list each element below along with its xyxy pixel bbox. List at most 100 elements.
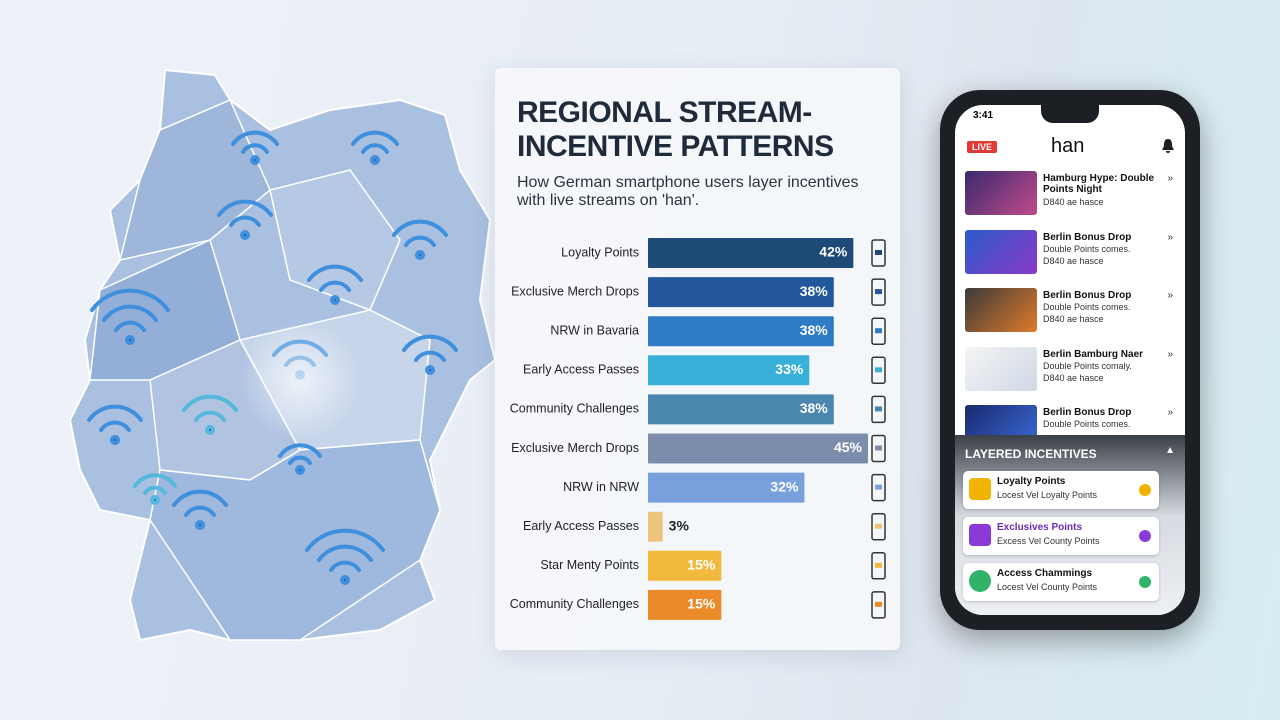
incentives-panel: LAYERED INCENTIVES ▲ Loyalty Points Loces… [955,435,1185,615]
check-icon [1139,530,1151,542]
stream-item[interactable]: Berlin Bonus Drop Double Points comes. D84… [965,288,1177,334]
status-time: 3:41 [973,110,994,121]
category-label: Exclusive Merch Drops [511,284,639,298]
collapse-icon[interactable]: ▲ [1165,445,1175,456]
incentive-detail: Excess Vel County Points [997,536,1100,546]
bar-chart: Loyalty Points 42% Exclusive Merch Drops 38… [510,238,886,620]
value-label: 3% [669,517,690,533]
stream-detail: Double Points comes. [1043,419,1131,429]
stream-title: Berlin Bonus Drop [1043,231,1132,243]
category-label: NRW in Bavaria [550,323,639,337]
bar [648,550,722,581]
stream-detail: D840 ae hasce [1043,197,1104,207]
incentive-detail: Locest Vel Loyalty Points [997,490,1098,500]
value-label: 38% [800,400,829,416]
live-badge[interactable]: LIVE [967,141,998,153]
phone-body [871,356,886,385]
phone-icon [871,434,886,463]
value-label: 42% [819,244,848,260]
category-label: Early Access Passes [523,363,639,377]
bar [648,355,810,386]
bar [648,472,805,503]
phone-body [871,552,886,580]
category-label: Community Challenges [510,402,639,416]
value-label: 32% [770,478,799,494]
incentive-icon [969,478,991,500]
phone-screen: 3:41 LIVE han Hamburg Hype: Double Point… [955,105,1185,615]
phone-icon [871,278,886,306]
stream-detail: D840 ae hasce [1043,314,1104,324]
value-label: 38% [800,283,829,299]
phone-dot [875,328,882,334]
phone-icon [871,591,886,619]
incentive-detail: Locest Vel County Points [997,582,1098,592]
category-label: NRW in NRW [563,480,639,494]
chart-card: REGIONAL STREAM-INCENTIVE PATTERNS How G… [495,68,900,650]
stream-detail: Double Points comes. [1043,302,1131,312]
phone-icon [871,473,886,502]
stream-item[interactable]: Hamburg Hype: Double Points Night D840 ae… [965,171,1177,217]
stream-detail: D840 ae hasce [1043,372,1104,383]
chevron: » [1167,173,1173,184]
phone-icon [871,552,886,580]
chart-title: REGIONAL STREAM-INCENTIVE PATTERNS [517,96,834,163]
value-label: 45% [834,439,863,455]
incentive-icon [969,570,991,592]
phone-body [871,395,886,424]
phone-dot [875,250,882,255]
category-label: Star Menty Points [540,558,639,572]
phone-dot [875,523,882,529]
check-icon [1139,576,1151,588]
stream-thumbnail [965,288,1037,332]
bar [648,316,834,347]
value-label: 33% [775,361,804,377]
incentive-title: Exclusives Points [997,522,1083,533]
chart-subtitle: How German smartphone users layer incent… [517,174,859,209]
stream-title: Berlin Bonus Drop [1043,407,1132,418]
bar [648,589,722,620]
phone-dot [875,562,882,568]
value-label: 38% [800,322,829,338]
bar [648,511,663,542]
stream-item[interactable]: Berlin Bonus Drop Double Points comes. D84… [965,229,1177,276]
stream-thumbnail [965,171,1037,215]
stream-detail: D840 ae hasce [1043,255,1104,266]
region [149,439,441,641]
phone-body [871,434,886,463]
bar [648,238,854,268]
phone-dot [875,445,882,451]
stream-item[interactable]: Berlin Bamburg Naer Double Points comaly.… [965,346,1177,393]
bar [648,433,868,464]
map [68,68,497,642]
phone-body [871,239,886,267]
app-name: han [1051,135,1085,157]
phone-body [871,473,886,502]
stream-detail: Double Points comaly. [1043,360,1132,371]
phone-icon [871,512,886,541]
category-label: Community Challenges [510,597,639,611]
incentive-card[interactable]: Exclusives Points Excess Vel County Point… [963,517,1159,555]
incentive-card[interactable]: Loyalty Points Locest Vel Loyalty Points [963,471,1159,509]
value-label: 15% [687,596,716,612]
stream-title: Berlin Bamburg Naer [1043,348,1144,360]
glow [240,320,360,440]
incentive-card[interactable]: Access Chammings Locest Vel County Points [963,563,1159,601]
phone-dot [875,406,882,412]
phone-icon [871,356,886,385]
bell-icon[interactable] [1161,138,1175,154]
phone-icon [871,239,886,267]
stream-title: Hamburg Hype: Double Points Night [1043,173,1155,195]
category-label: Early Access Passes [523,519,639,533]
phone-icon [871,395,886,424]
incentive-title: Access Chammings [997,568,1093,579]
stream-thumbnail [965,346,1037,391]
bar [648,277,834,308]
category-label: Loyalty Points [561,245,639,259]
signal-icons [87,130,458,585]
phone-icon [871,317,886,345]
phone-body [871,278,886,306]
phone-dot [875,601,882,607]
stream-thumbnail [965,229,1037,274]
chevron: » [1167,407,1173,418]
